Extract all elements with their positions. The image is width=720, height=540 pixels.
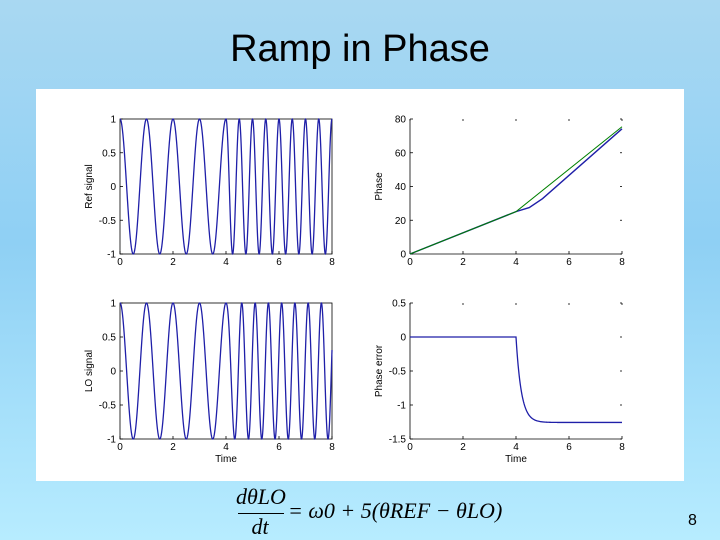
ref-signal-xtick-label: 0 bbox=[117, 257, 123, 268]
ref-signal-xtick-label: 8 bbox=[329, 257, 335, 268]
phase-lo-series-line bbox=[409, 128, 623, 255]
phase-error-ytick-label: 0.5 bbox=[392, 299, 406, 310]
phase-error-xtick-label: 0 bbox=[407, 442, 413, 453]
phase-error-xlabel: Time bbox=[505, 454, 527, 465]
phase-ylabel: Phase bbox=[374, 172, 385, 201]
lo-signal-ytick-label: -1 bbox=[107, 435, 116, 446]
phase-xtick-label: 2 bbox=[460, 257, 466, 268]
ref-signal-xtick-label: 4 bbox=[223, 257, 229, 268]
lo-signal-xtick-label: 6 bbox=[276, 442, 282, 453]
lo-signal-ytick-label: 0.5 bbox=[102, 333, 116, 344]
ref-signal-series-line bbox=[119, 118, 333, 255]
ref-signal-ytick-label: 0 bbox=[110, 182, 116, 193]
phase-ytick-label: 80 bbox=[395, 115, 407, 126]
ref-signal-xtick-label: 6 bbox=[276, 257, 282, 268]
ref-signal-ytick-label: -0.5 bbox=[99, 216, 117, 227]
phase-xtick-label: 4 bbox=[513, 257, 519, 268]
lo-signal-xtick-label: 2 bbox=[170, 442, 176, 453]
ref-signal-ytick-label: -1 bbox=[107, 250, 116, 261]
pll-equation: dθLO dt = ω0 + 5(θREF − θLO) bbox=[236, 484, 502, 540]
phase-error-ytick-label: -1.5 bbox=[389, 435, 407, 446]
lo-signal-ytick-label: -0.5 bbox=[99, 401, 117, 412]
phase-ytick-label: 60 bbox=[395, 148, 407, 159]
phase-xtick-label: 6 bbox=[566, 257, 572, 268]
ref-signal-ylabel: Ref signal bbox=[84, 164, 95, 208]
page-number: 8 bbox=[688, 512, 697, 529]
ref-signal-xtick-label: 2 bbox=[170, 257, 176, 268]
phase-error-ytick-label: -1 bbox=[397, 401, 406, 412]
lo-signal-ylabel: LO signal bbox=[84, 350, 95, 392]
phase-ytick-label: 20 bbox=[395, 216, 407, 227]
figure-svg: 0 2 4 6 8 1 0.5 0 -0.5 -1 Ref signal 0 2 4 6 8 1 0.5 0 -0.5… bbox=[84, 115, 625, 466]
fraction-bar bbox=[238, 513, 284, 514]
phase-error-xtick-label: 6 bbox=[566, 442, 572, 453]
phase-xtick-label: 8 bbox=[619, 257, 625, 268]
phase-ref-series-line bbox=[409, 126, 623, 255]
equation-numerator: dθLO bbox=[236, 484, 286, 509]
phase-ytick-label: 40 bbox=[395, 182, 407, 193]
lo-signal-xtick-label: 8 bbox=[329, 442, 335, 453]
ref-signal-ytick-label: 0.5 bbox=[102, 148, 116, 159]
phase-xtick-label: 0 bbox=[407, 257, 413, 268]
phase-error-xtick-label: 8 bbox=[619, 442, 625, 453]
lo-signal-xtick-label: 4 bbox=[223, 442, 229, 453]
phase-ytick-label: 0 bbox=[400, 250, 406, 261]
ref-signal-ytick-label: 1 bbox=[110, 115, 116, 126]
phase-error-ytick-label: 0 bbox=[400, 333, 406, 344]
phase-error-ytick-label: -0.5 bbox=[389, 367, 407, 378]
phase-error-xtick-label: 4 bbox=[513, 442, 519, 453]
phase-error-xtick-label: 2 bbox=[460, 442, 466, 453]
phase-error-ylabel: Phase error bbox=[374, 344, 385, 397]
equation-rhs: = ω0 + 5(θREF − θLO) bbox=[288, 498, 503, 523]
lo-signal-xtick-label: 0 bbox=[117, 442, 123, 453]
lo-signal-ytick-label: 1 bbox=[110, 299, 116, 310]
slide-title: Ramp in Phase bbox=[230, 28, 490, 70]
lo-signal-series-line bbox=[119, 302, 333, 440]
phase-error-series-line bbox=[410, 336, 622, 424]
lo-signal-ytick-label: 0 bbox=[110, 367, 116, 378]
figure-panel: 0 2 4 6 8 1 0.5 0 -0.5 -1 Ref signal 0 2 4 6 8 1 0.5 0 -0.5… bbox=[36, 89, 684, 481]
lo-signal-xlabel: Time bbox=[215, 454, 237, 465]
equation-denominator: dt bbox=[251, 514, 269, 539]
